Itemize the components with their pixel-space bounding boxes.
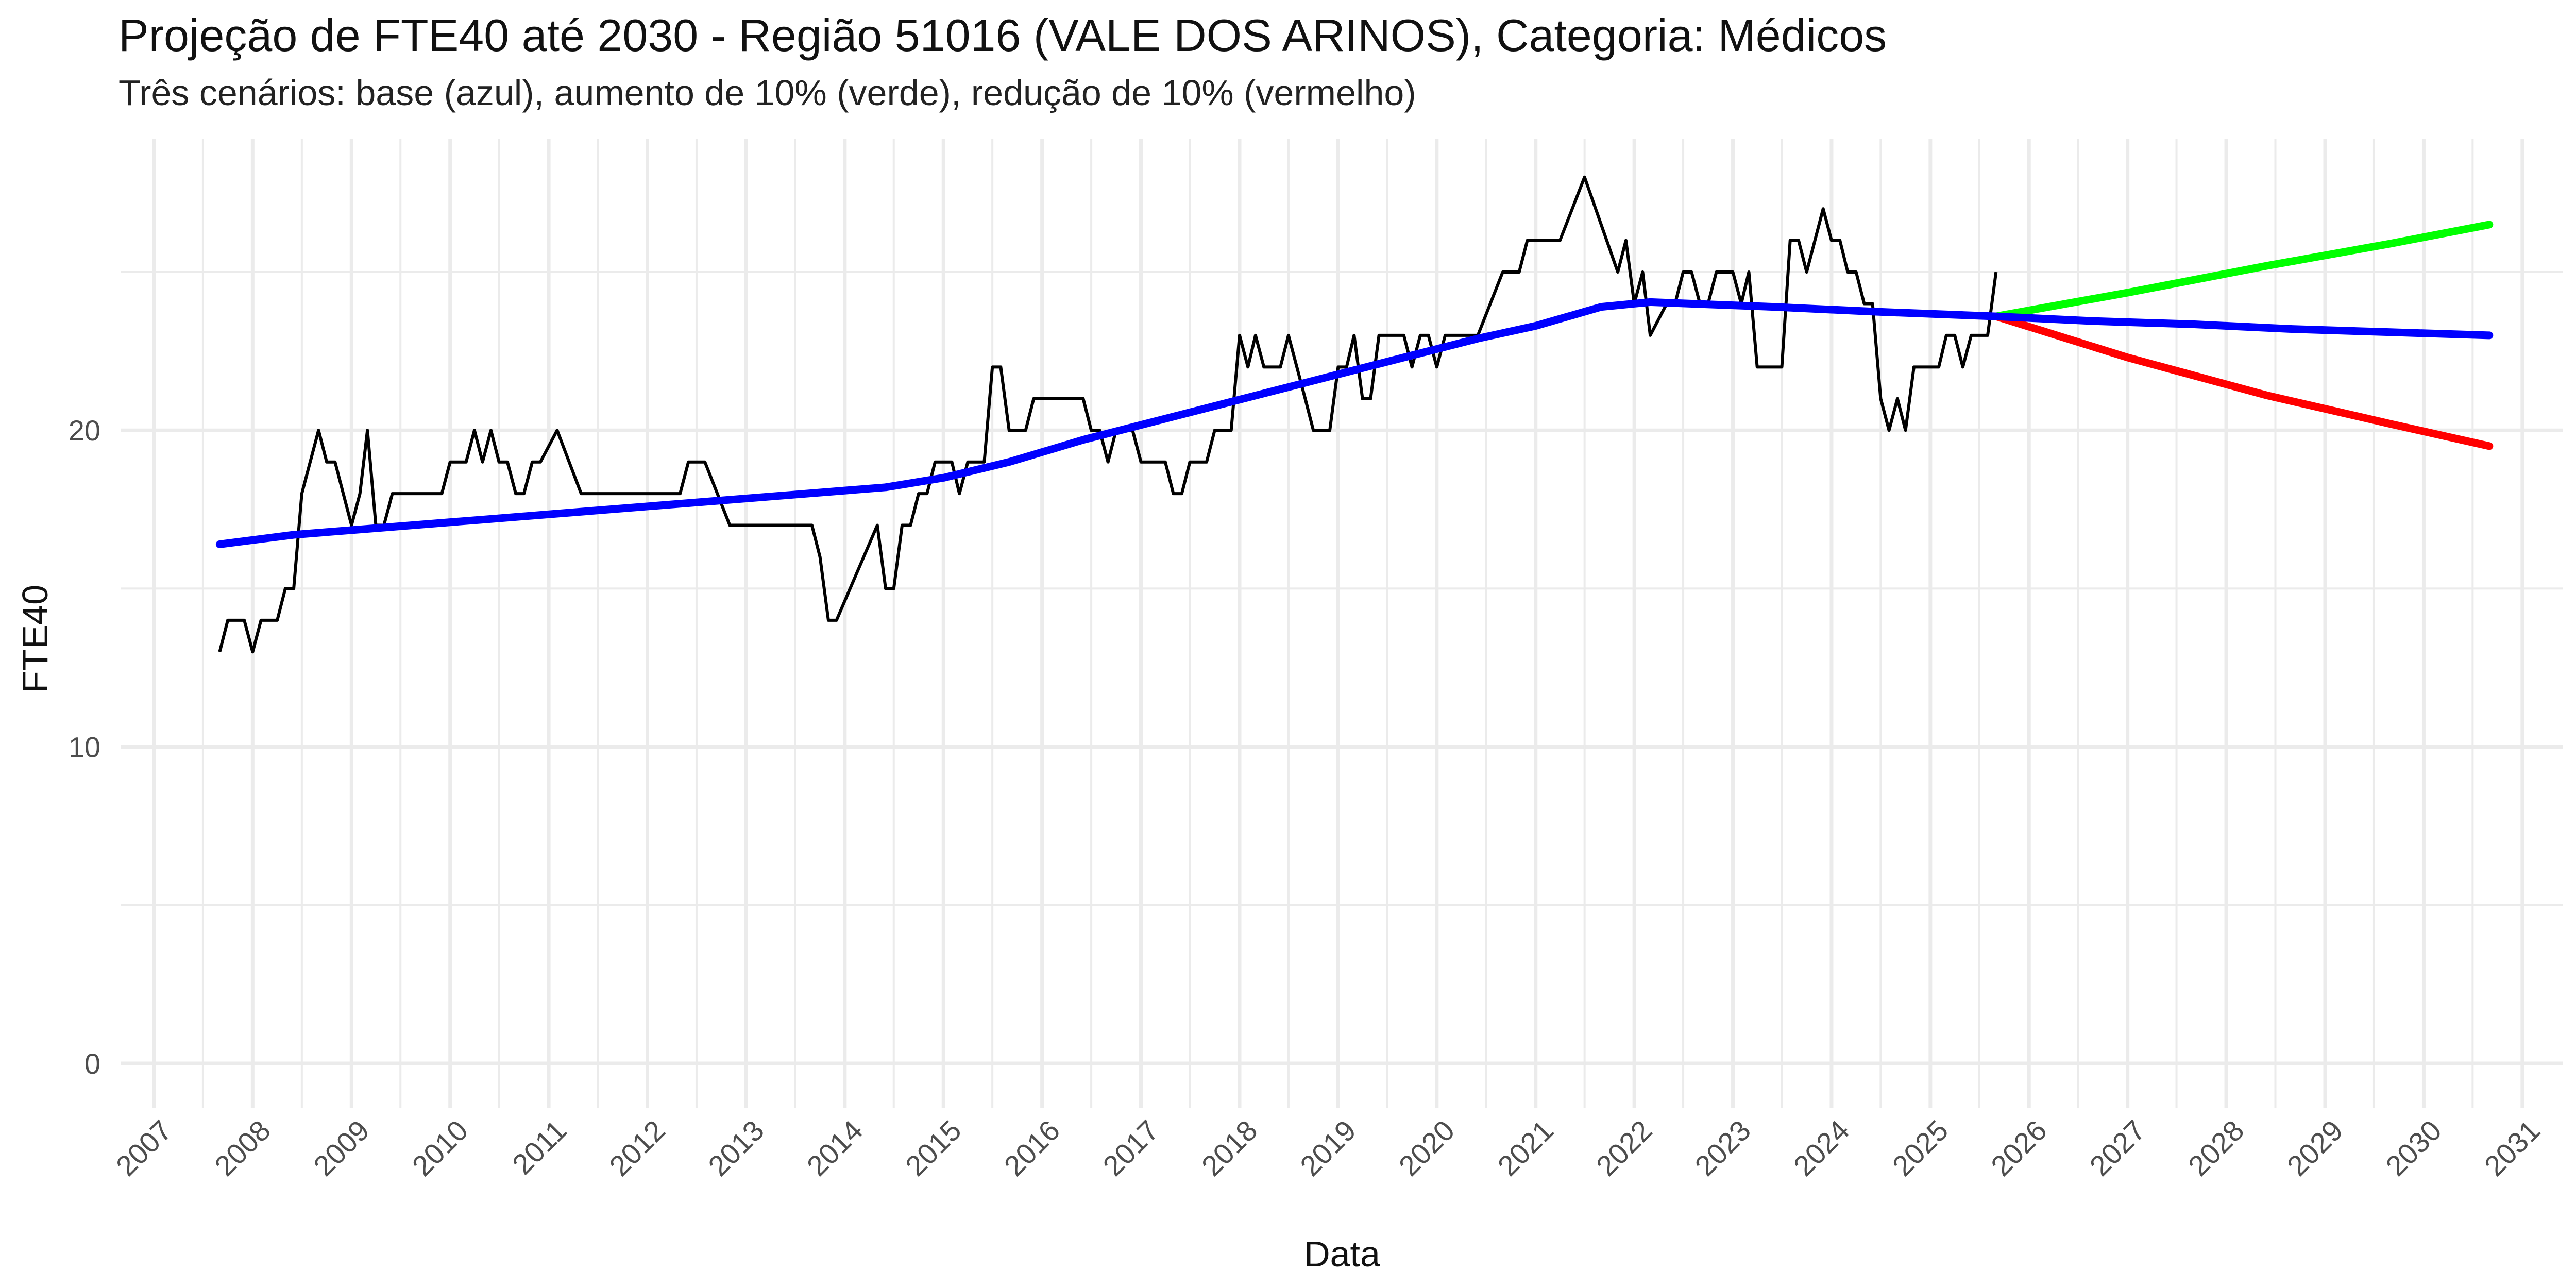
x-tick-label: 2017 — [1096, 1114, 1165, 1182]
increase-series-line — [1992, 221, 2494, 320]
x-tick-label: 2013 — [702, 1114, 770, 1182]
x-tick-label: 2011 — [506, 1114, 573, 1181]
y-tick-label: 20 — [69, 414, 100, 447]
x-axis-title: Data — [1304, 1234, 1380, 1274]
x-tick-label: 2009 — [307, 1114, 376, 1182]
x-tick-label: 2014 — [801, 1114, 869, 1182]
grid-lines — [121, 139, 2563, 1108]
x-tick-label: 2020 — [1393, 1114, 1461, 1182]
x-tick-label: 2029 — [2281, 1114, 2349, 1182]
chart-subtitle: Três cenários: base (azul), aumento de 1… — [118, 73, 1416, 113]
x-tick-label: 2022 — [1590, 1114, 1658, 1182]
x-tick-label: 2030 — [2379, 1114, 2448, 1182]
x-tick-label: 2016 — [998, 1114, 1066, 1182]
decrease-series-line — [1992, 312, 2494, 450]
x-tick-label: 2010 — [406, 1114, 474, 1182]
y-axis-title: FTE40 — [15, 585, 55, 693]
x-tick-label: 2028 — [2182, 1114, 2250, 1182]
x-tick-label: 2015 — [899, 1114, 968, 1182]
x-tick-label: 2026 — [1985, 1114, 2053, 1182]
x-tick-label: 2027 — [2083, 1114, 2152, 1182]
y-tick-label: 0 — [84, 1047, 100, 1080]
x-tick-label: 2031 — [2478, 1114, 2547, 1182]
x-tick-label: 2008 — [208, 1114, 277, 1182]
x-tick-label: 2007 — [110, 1114, 178, 1182]
series-lines — [215, 175, 2494, 654]
y-axis-ticks: 0 10 20 — [69, 414, 100, 1080]
x-tick-label: 2025 — [1886, 1114, 1955, 1182]
x-tick-label: 2021 — [1492, 1114, 1560, 1182]
chart-title: Projeção de FTE40 até 2030 - Região 5101… — [118, 10, 1887, 61]
y-tick-label: 10 — [69, 731, 100, 764]
base-series-line — [215, 298, 2494, 548]
x-tick-label: 2018 — [1195, 1114, 1264, 1182]
observed-series-line — [218, 175, 1998, 654]
x-tick-label: 2023 — [1688, 1114, 1757, 1182]
x-axis-ticks: 2007 2008 2009 2010 2011 2012 2013 2014 2015 2016… — [110, 1114, 2546, 1182]
x-tick-label: 2019 — [1294, 1114, 1362, 1182]
x-tick-label: 2024 — [1787, 1114, 1856, 1182]
x-tick-label: 2012 — [603, 1114, 671, 1182]
